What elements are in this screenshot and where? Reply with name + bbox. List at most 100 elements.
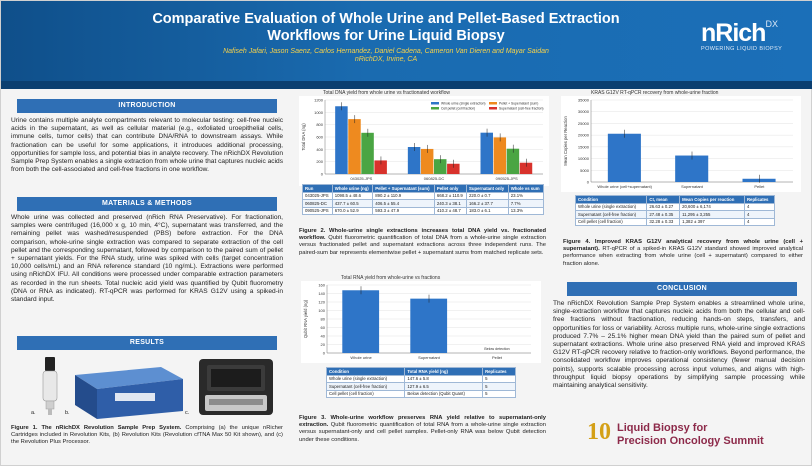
figure4-table-header-cell: Condition xyxy=(574,195,648,204)
figure4-table-header-cell: Mean Copies per reaction xyxy=(679,195,745,204)
chart2-title: Total RNA yield from whole-urine vs frac… xyxy=(341,275,441,281)
x-tick-label: 043025-JPS xyxy=(350,176,372,181)
figure3-table-row: Cell pellet (cell fraction) Below detecti… xyxy=(325,389,516,398)
y-axis-label: Total DNA (ng) xyxy=(301,123,306,151)
bar xyxy=(742,178,776,182)
figure4-table-cell: 4 xyxy=(743,210,776,219)
figure3-table-header: Condition Total RNA yield (ng) Replicates xyxy=(325,367,516,376)
figure4-table-header: Condition Ct, mean Mean Copies per reactio… xyxy=(574,195,776,204)
figure2-table-header-cell: Pellet only xyxy=(433,184,468,193)
y-axis-label: Mean Copies per Reaction xyxy=(563,116,568,166)
bar xyxy=(361,132,374,174)
figure2-caption: Figure 2. Whole-urine single extractions… xyxy=(299,228,546,257)
conclusion-heading: CONCLUSION xyxy=(567,282,797,296)
logo-dx-text: DX xyxy=(765,19,778,29)
y-tick-label: 20 xyxy=(321,342,326,347)
y-tick-label: 20000 xyxy=(578,133,590,138)
poster-title: Comparative Evaluation of Whole Urine an… xyxy=(152,11,620,44)
x-tick-label: 060825-DC xyxy=(424,176,445,181)
y-tick-label: 800 xyxy=(316,122,323,127)
figure4-table-cell: 4 xyxy=(743,202,776,211)
figure4-caption-text: RT-qPCR of a spiked-in KRAS G12V standar… xyxy=(563,246,803,267)
figure4-table-header-cell: Replicates xyxy=(743,195,776,204)
figure3-table-cell: 5 xyxy=(482,389,516,398)
bar xyxy=(607,133,641,182)
introduction-text: Urine contains multiple analyte compartm… xyxy=(11,117,283,174)
figure4-table-cell: Whole urine (single extraction) xyxy=(574,202,648,211)
bar xyxy=(335,106,348,174)
figure4-table: Condition Ct, mean Mean Copies per reactio… xyxy=(574,195,776,226)
figure2-table-cell: 668.2 ± 110.9 xyxy=(433,191,468,200)
y-tick-label: 30000 xyxy=(578,109,590,114)
x-tick-label: Supernatant xyxy=(681,184,704,189)
figure2-table-cell: 220.0 ± 0.7 xyxy=(466,191,509,200)
legend-swatch xyxy=(489,107,497,110)
revolution-kit-box-image xyxy=(75,367,183,419)
figure1-label-b: b. xyxy=(65,410,70,416)
figure2-table-cell: 043025-JPS xyxy=(302,191,333,200)
figure3-table-header-cell: Total RNA yield (ng) xyxy=(404,367,484,376)
bar xyxy=(447,163,460,174)
results-heading: RESULTS xyxy=(17,336,277,350)
figure1-caption: Figure 1. The nRichDX Revolution Sample … xyxy=(11,425,283,447)
poster-authors: Nafiseh Jafari, Jason Saenz, Carlos Hern… xyxy=(223,48,549,55)
figure3-table-cell: Whole urine (single extraction) xyxy=(325,374,406,383)
figure2-table-header-cell: Pellet + Supernatant (sum) xyxy=(372,184,435,193)
y-tick-label: 0 xyxy=(587,180,590,185)
figure4-table-cell: 20,600 ± 6,174 xyxy=(679,202,745,211)
figure2-caption-bold: Figure 2. Whole-urine single extractions… xyxy=(299,228,546,242)
figure3-table-cell: Below detection (Qubit Quant) xyxy=(404,389,484,398)
y-tick-label: 1000 xyxy=(314,110,324,115)
poster-header: Comparative Evaluation of Whole Urine an… xyxy=(1,1,812,89)
figure2-table-cell: 183.0 ± 6.1 xyxy=(466,206,509,215)
chart-annotation: Below detection xyxy=(484,347,509,351)
x-tick-label: Whole urine (cell+supernatant) xyxy=(597,184,652,189)
legend-label: Supernatant (cell-free fraction) xyxy=(499,107,544,111)
figure2-table: Run Whole urine (ng) Pellet + Supernatant … xyxy=(302,184,545,215)
figure2-table-cell: 1098.5 ± 48.6 xyxy=(331,191,374,200)
figure3-table-cell: 5 xyxy=(482,374,516,383)
figure2-table-header-cell: Supernatant only xyxy=(466,184,509,193)
y-tick-label: 160 xyxy=(318,283,325,288)
y-tick-label: 80 xyxy=(321,317,326,322)
figure3-table: Condition Total RNA yield (ng) Replicates … xyxy=(325,367,516,398)
figure2-table-cell: 406.5 ± 55.4 xyxy=(372,199,435,208)
y-tick-label: 25000 xyxy=(578,121,590,126)
y-tick-label: 1200 xyxy=(314,98,324,103)
y-tick-label: 600 xyxy=(316,135,323,140)
chart3-kras-recovery: 0 5000 10000 15000 20000 25000 30000 35000 Mean … xyxy=(561,96,801,192)
figure4-table-row: Whole urine (single extraction) 26.63 ± 0… xyxy=(574,202,776,211)
header-band xyxy=(1,81,812,89)
figure2-caption-text: Qubit fluorometric quantification of tot… xyxy=(299,235,546,256)
introduction-heading: INTRODUCTION xyxy=(17,99,277,113)
y-tick-label: 120 xyxy=(318,300,325,305)
figure4-table-cell: 32.28 ± 0.33 xyxy=(646,217,681,226)
figure2-table-header-cell: Whole vs sum xyxy=(507,184,545,193)
bar xyxy=(675,155,709,182)
y-tick-label: 10000 xyxy=(578,156,590,161)
bar xyxy=(348,119,361,174)
bar xyxy=(493,137,507,174)
y-tick-label: 40 xyxy=(321,334,326,339)
figure4-caption-bold: Figure 4. Improved KRAS G12V analytical … xyxy=(563,239,803,253)
chart1-dna-yield: 0 200 400 600 800 1000 1200 Total DNA (ng) 04302… xyxy=(299,96,549,186)
x-tick-label: Pellet xyxy=(754,184,765,189)
figure2-table-header-cell: Run xyxy=(302,184,333,193)
figure2-table-cell: 060825-DC xyxy=(302,199,333,208)
x-tick-label: Supernatant xyxy=(418,355,441,360)
bar xyxy=(420,148,434,174)
x-tick-label: Pellet xyxy=(492,355,503,360)
figure1-illustration xyxy=(42,357,273,419)
figure2-table-cell: 593.3 ± 47.9 xyxy=(372,206,435,215)
chart2-rna-yield: 0 20 40 60 80 100 120 140 160 Qubit RNA yield (ng… xyxy=(301,281,541,363)
summit-logo: 10 Liquid Biopsy for Precision Oncology … xyxy=(587,419,787,457)
y-tick-label: 60 xyxy=(321,325,326,330)
figure2-table-cell: 240.3 ± 38.1 xyxy=(433,199,468,208)
figure4-table-row: Supernatant (cell-free fraction) 27.48 ± … xyxy=(574,210,776,219)
y-tick-label: 200 xyxy=(316,159,323,164)
y-tick-label: 15000 xyxy=(578,144,590,149)
legend-swatch xyxy=(489,102,497,105)
figure2-table-body: 043025-JPS 1098.5 ± 48.6 890.2 ± 110.9 668.… xyxy=(302,191,545,215)
bar xyxy=(506,148,520,174)
